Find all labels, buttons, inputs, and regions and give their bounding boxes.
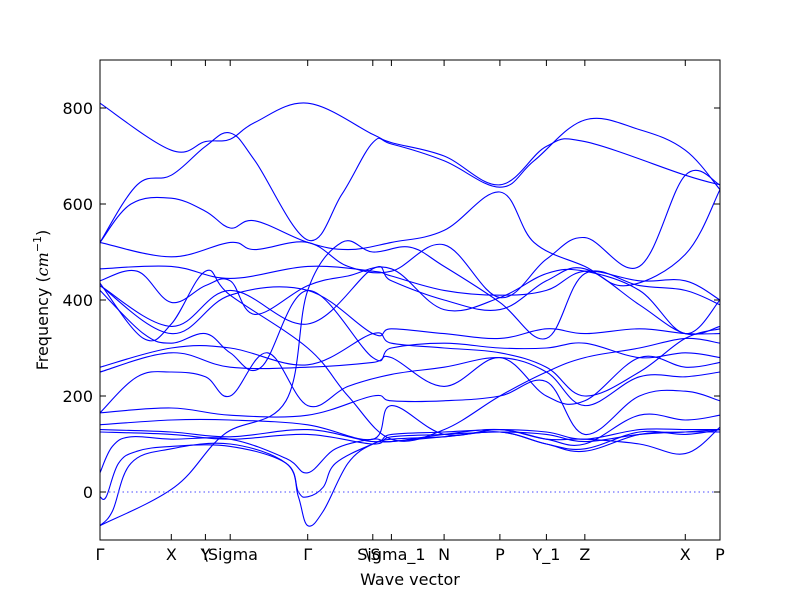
y-tick-label: 800 [62, 99, 93, 118]
y-axis-ticks: 0 200 400 600 800 [62, 99, 720, 502]
x-tick-label: Γ [96, 545, 105, 564]
band-line-3 [99, 189, 721, 287]
x-tick-label: Y_1 [531, 545, 560, 565]
y-axis-label-main: Frequency ( [33, 276, 52, 370]
band-lines [99, 102, 721, 527]
plot-frame [99, 59, 721, 541]
band-line-19 [99, 429, 721, 500]
x-tick-label: X [680, 545, 691, 564]
band-line-5 [99, 265, 721, 301]
band-line-2 [99, 117, 721, 243]
band-line-12 [99, 352, 721, 414]
x-tick-label: \S [365, 545, 381, 564]
x-tick-label: P [715, 545, 725, 564]
band-line-11 [99, 352, 721, 405]
x-tick-label: Sigma_1 [357, 545, 425, 565]
y-tick-label: 200 [62, 387, 93, 406]
band-line-13 [99, 379, 721, 435]
y-axis-label-unit: cm [33, 252, 52, 276]
band-line-14 [99, 405, 721, 446]
band-line-21 [99, 269, 721, 442]
y-tick-label: 600 [62, 195, 93, 214]
band-line-4 [99, 169, 721, 299]
y-tick-label: 400 [62, 291, 93, 310]
y-axis-label-close: ) [33, 230, 52, 236]
band-line-9 [99, 289, 721, 372]
band-line-1 [99, 102, 721, 186]
y-tick-label: 0 [83, 483, 93, 502]
x-tick-label: P [495, 545, 505, 564]
band-line-10 [99, 328, 721, 397]
x-tick-label: Γ [303, 545, 312, 564]
y-axis-label: Frequency (cm−1) [31, 230, 52, 371]
x-tick-label: \Sigma [202, 545, 258, 564]
y-axis-label-exponent: −1 [31, 236, 44, 252]
band-line-18 [99, 429, 721, 527]
x-tick-label: X [166, 545, 177, 564]
band-line-6 [99, 266, 721, 335]
band-line-8 [99, 285, 721, 340]
band-line-20 [99, 240, 721, 527]
x-tick-label: Y [200, 545, 211, 564]
x-tick-label: N [438, 545, 450, 564]
band-line-17 [99, 426, 721, 474]
band-line-7 [99, 266, 721, 336]
x-tick-label: Z [579, 545, 590, 564]
x-axis-label: Wave vector [360, 570, 460, 589]
band-line-15 [99, 428, 720, 443]
